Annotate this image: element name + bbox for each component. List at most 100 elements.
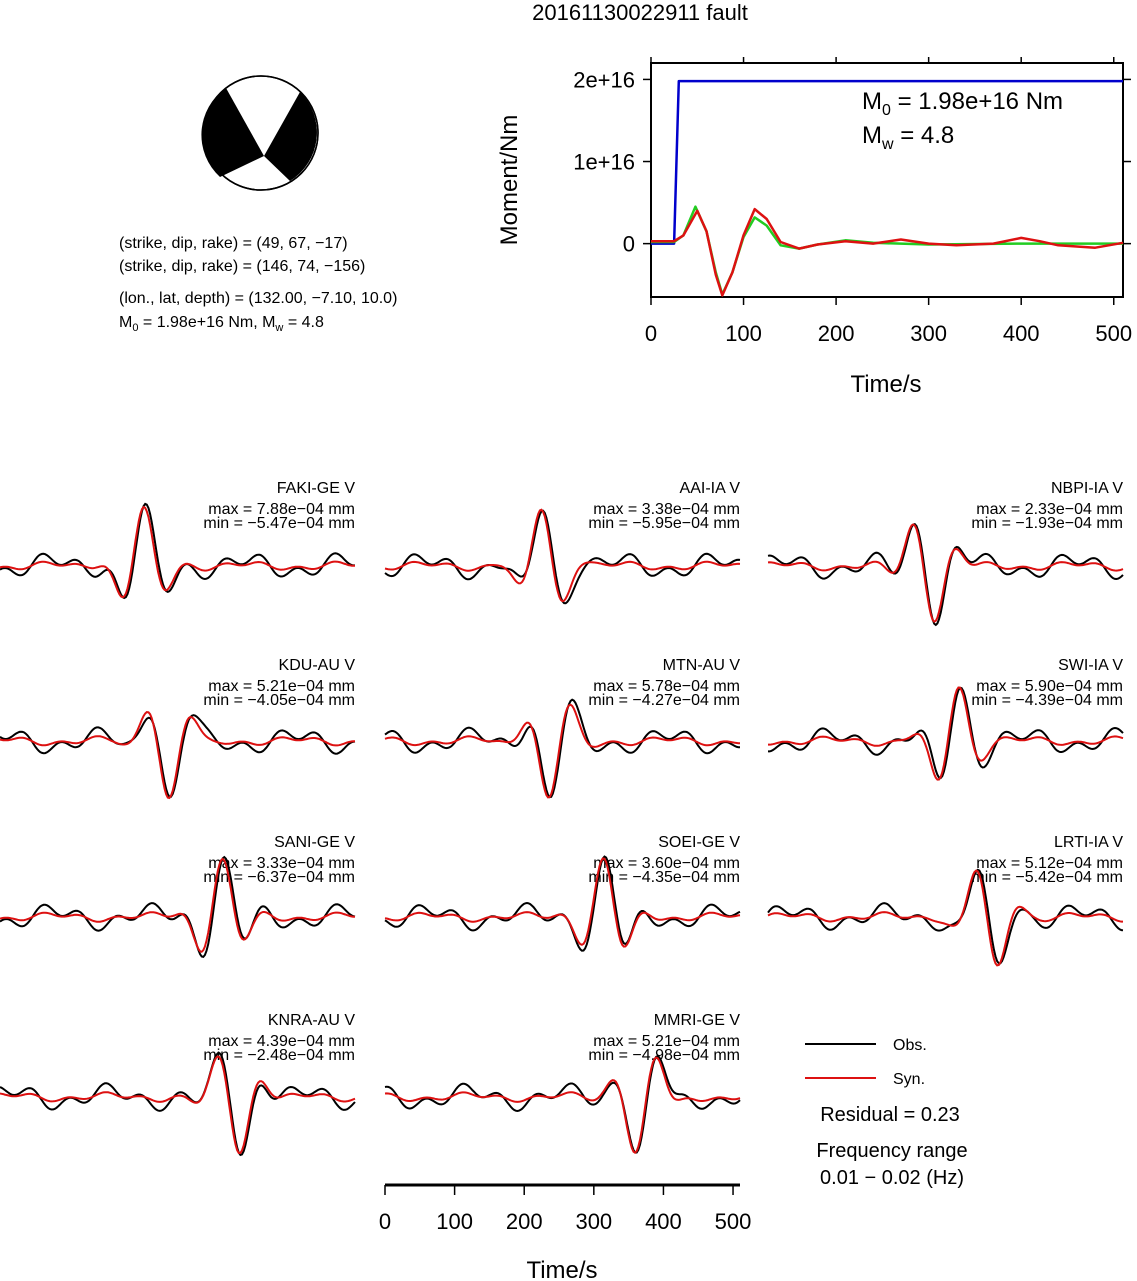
synthetic-waveform — [384, 703, 740, 799]
station-min: min = −4.98e−04 mm — [588, 1047, 740, 1064]
m0-rest: = 1.98e+16 Nm, M — [138, 314, 275, 331]
station-max: max = 3.60e−04 mm — [593, 855, 740, 872]
station-name: LRTI-IA V — [1054, 834, 1123, 851]
mechanism-moment-line: M0 = 1.98e+16 Nm, Mw = 4.8 — [119, 314, 324, 334]
synthetic-waveform — [384, 1056, 741, 1154]
mechanism-line-2: (strike, dip, rake) = (146, 74, −156) — [119, 258, 365, 275]
moment-plot-series — [651, 79, 1124, 297]
bottom-time-axis: 0 100 200 300 400 500 Time/s — [379, 1183, 752, 1281]
moment-xtick-label: 0 — [645, 321, 657, 346]
moment-ytick-label: 1e+16 — [573, 150, 635, 175]
synthetic-waveform — [0, 711, 355, 800]
station-min: min = −6.37e−04 mm — [203, 869, 355, 886]
bottom-xtick-label: 500 — [715, 1209, 752, 1234]
station-name: MTN-AU V — [663, 657, 741, 674]
station-max: max = 5.12e−04 mm — [976, 855, 1123, 872]
observed-waveform — [768, 686, 1124, 780]
station-min: min = −4.39e−04 mm — [971, 692, 1123, 709]
observed-waveform — [767, 522, 1124, 627]
moment-xtick-label: 200 — [818, 321, 855, 346]
moment-plot-xlabel: Time/s — [850, 371, 921, 398]
station-max: max = 3.33e−04 mm — [208, 855, 355, 872]
station-name: SANI-GE V — [274, 834, 355, 851]
moment-series-blue — [651, 79, 1123, 245]
bottom-axis-ticks: 0 100 200 300 400 500 — [379, 1185, 752, 1234]
moment-series-green — [651, 205, 1123, 296]
station-max: max = 5.90e−04 mm — [976, 678, 1123, 695]
mw-subscript: w — [274, 322, 283, 334]
bottom-xtick-label: 300 — [575, 1209, 612, 1234]
moment-plot-ticks: 0 1e+16 2e+16 0 100 200 300 400 500 — [573, 57, 1132, 346]
station-name: FAKI-GE V — [277, 480, 356, 497]
synthetic-waveform — [384, 857, 741, 948]
beachball-compressional-quadrant-left — [201, 88, 264, 177]
legend: Obs. Syn. Residual = 0.23 Frequency rang… — [805, 1037, 968, 1189]
synthetic-waveform — [0, 857, 356, 953]
station-max: max = 5.21e−04 mm — [593, 1033, 740, 1050]
observed-waveform — [384, 698, 740, 799]
legend-obs-label: Obs. — [893, 1037, 927, 1054]
bottom-xtick-label: 100 — [436, 1209, 473, 1234]
beachball-compressional-quadrant-right — [264, 92, 317, 181]
moment-series-red — [651, 207, 1124, 297]
station-name: SOEI-GE V — [658, 834, 740, 851]
station-max: max = 5.78e−04 mm — [593, 678, 740, 695]
moment-annotation-m0: M0 = 1.98e+16 Nm — [862, 88, 1063, 119]
frequency-range-title: Frequency range — [816, 1140, 967, 1162]
figure-title: 20161130022911 fault — [532, 0, 748, 25]
mechanism-line-3: (lon., lat, depth) = (132.00, −7.10, 10.… — [119, 290, 397, 307]
station-min: min = −1.93e−04 mm — [971, 515, 1123, 532]
observed-waveform — [0, 855, 356, 959]
mechanism-line-1: (strike, dip, rake) = (49, 67, −17) — [119, 235, 348, 252]
station-max: max = 7.88e−04 mm — [208, 501, 355, 518]
synthetic-waveform — [767, 523, 1124, 623]
station-min: min = −5.47e−04 mm — [203, 515, 355, 532]
station-max: max = 4.39e−04 mm — [208, 1033, 355, 1050]
synthetic-waveform — [767, 869, 1123, 967]
moment-ytick-label: 2e+16 — [573, 67, 635, 92]
synthetic-waveform — [0, 1055, 356, 1154]
observed-waveform — [0, 1052, 356, 1157]
frequency-range-value: 0.01 − 0.02 (Hz) — [820, 1167, 964, 1189]
observed-waveform — [384, 1054, 741, 1154]
m0-subscript: 0 — [132, 322, 138, 334]
observed-waveform — [767, 868, 1124, 965]
station-name: MMRI-GE V — [654, 1012, 741, 1029]
moment-xtick-label: 300 — [910, 321, 947, 346]
moment-plot-ylabel: Moment/Nm — [496, 115, 523, 246]
bottom-axis-xlabel: Time/s — [526, 1257, 597, 1281]
station-max: max = 5.21e−04 mm — [208, 678, 355, 695]
station-min: min = −5.42e−04 mm — [971, 869, 1123, 886]
station-name: AAI-IA V — [680, 480, 741, 497]
station-min: min = −5.95e−04 mm — [588, 515, 740, 532]
bottom-xtick-label: 0 — [379, 1209, 391, 1234]
synthetic-waveform — [384, 508, 741, 603]
moment-annotation-mw: Mw = 4.8 — [862, 122, 954, 153]
bottom-xtick-label: 200 — [506, 1209, 543, 1234]
station-max: max = 3.38e−04 mm — [593, 501, 740, 518]
station-name: NBPI-IA V — [1051, 480, 1123, 497]
station-min: min = −4.05e−04 mm — [203, 692, 355, 709]
synthetic-waveform — [768, 686, 1124, 781]
station-min: min = −2.48e−04 mm — [203, 1047, 355, 1064]
bottom-xtick-label: 400 — [645, 1209, 682, 1234]
m0-prefix: M — [119, 314, 132, 331]
station-max: max = 2.33e−04 mm — [976, 501, 1123, 518]
moment-xtick-label: 100 — [725, 321, 762, 346]
station-min: min = −4.27e−04 mm — [588, 692, 740, 709]
legend-syn-label: Syn. — [893, 1071, 925, 1088]
moment-xtick-label: 500 — [1095, 321, 1132, 346]
moment-ytick-label: 0 — [623, 232, 635, 257]
station-name: KNRA-AU V — [268, 1012, 355, 1029]
